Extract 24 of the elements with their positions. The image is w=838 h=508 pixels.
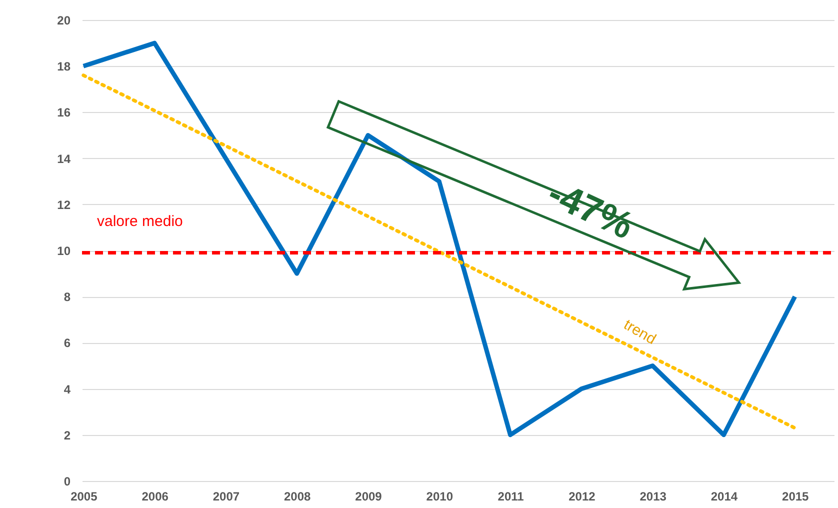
- y-tick-label: 12: [57, 198, 71, 212]
- y-tick-label: 2: [64, 428, 71, 442]
- y-tick-label: 16: [57, 106, 71, 120]
- x-tick-label: 2011: [498, 490, 524, 504]
- x-tick-label: 2013: [640, 490, 667, 504]
- y-tick-label: 6: [64, 336, 71, 350]
- x-tick-label: 2012: [568, 490, 596, 504]
- x-tick-label: 2014: [710, 490, 738, 504]
- y-tick-label: 18: [57, 60, 71, 74]
- y-tick-label: 4: [64, 382, 71, 396]
- x-tick-label: 2007: [212, 490, 240, 504]
- x-tick-label: 2009: [355, 490, 382, 504]
- y-tick-label: 10: [57, 244, 71, 258]
- x-tick-label: 2015: [782, 490, 810, 504]
- x-tick-label: 2005: [70, 490, 98, 504]
- text: trend: [620, 316, 659, 348]
- y-tick-label: 14: [57, 152, 71, 166]
- y-tick-label: 8: [64, 290, 71, 304]
- y-tick-label: 20: [57, 14, 71, 28]
- x-tick-label: 2008: [284, 490, 312, 504]
- y-tick-label: 0: [64, 474, 71, 488]
- ref-line-label: valore medio: [97, 212, 183, 230]
- x-tick-label: 2006: [142, 490, 169, 504]
- x-tick-label: 2010: [426, 490, 454, 504]
